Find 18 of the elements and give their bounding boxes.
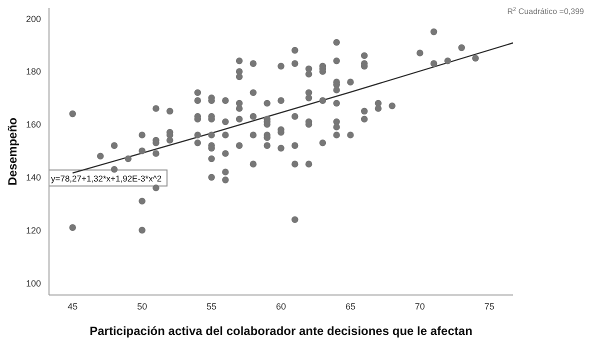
- x-axis-title: Participación activa del colaborador ante decisiones que le afectan: [90, 324, 472, 338]
- y-tick-label: 180: [26, 66, 41, 77]
- x-tick-label: 60: [276, 301, 286, 312]
- line-series: [72, 42, 513, 174]
- y-tick-label: 160: [26, 120, 41, 130]
- annotation: R$^{2}$ Cuadrático =0,399: [507, 7, 585, 16]
- x-tick-label: 65: [345, 301, 356, 312]
- y-axis-title: Desempeño: [5, 117, 20, 186]
- x-tick-label: 45: [68, 301, 78, 312]
- y-tick-label: 200: [26, 14, 41, 24]
- annotation: y=78,27+1,32*x+1,92E-3*x^2: [51, 174, 162, 184]
- x-tick-label: 70: [414, 301, 425, 312]
- x-tick-label: 55: [206, 301, 217, 312]
- x-tick-label: 75: [484, 301, 494, 312]
- y-tick-label: 120: [26, 225, 41, 236]
- y-tick-label: 100: [26, 278, 41, 288]
- y-tick-label: 140: [26, 172, 41, 182]
- x-tick-label: 50: [137, 301, 148, 312]
